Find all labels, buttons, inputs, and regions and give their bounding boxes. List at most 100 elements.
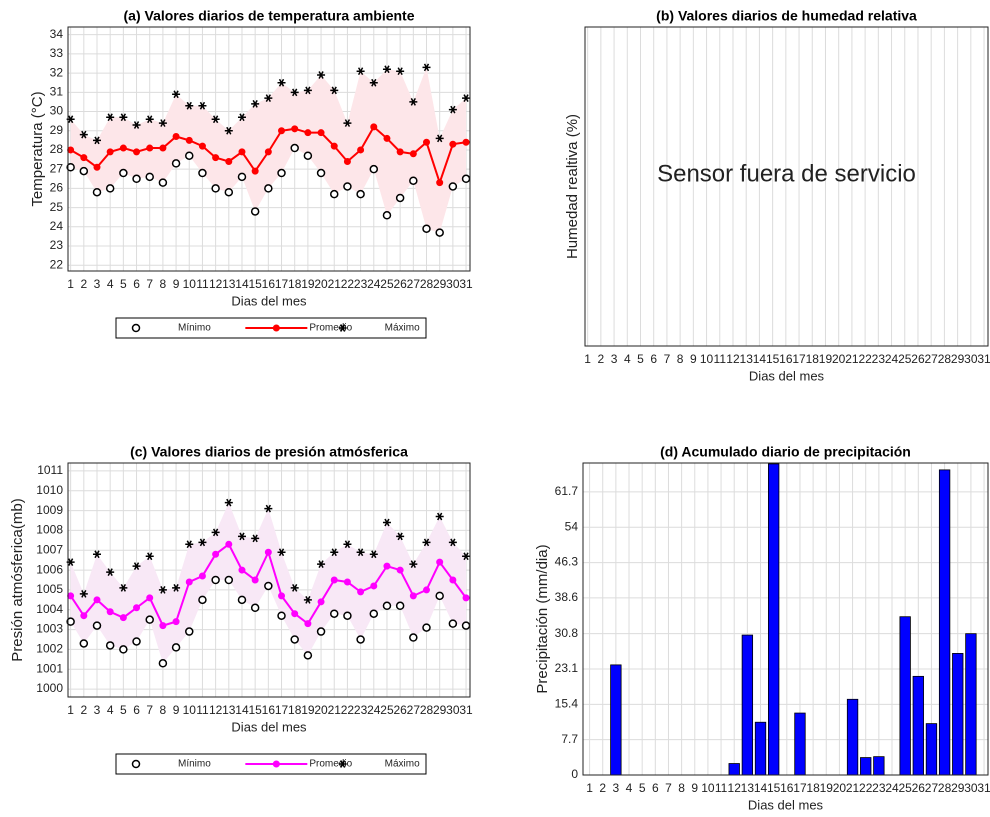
marker [396, 67, 405, 76]
marker [448, 619, 458, 628]
x-tick-label: 13 [222, 703, 236, 717]
x-tick-label: 25 [380, 277, 394, 291]
marker [211, 115, 220, 124]
marker [382, 211, 392, 220]
y-tick-label: 32 [50, 65, 64, 79]
x-tick-label: 15 [248, 703, 262, 717]
marker [330, 142, 338, 150]
marker [158, 586, 167, 594]
marker [316, 168, 326, 178]
marker [238, 148, 246, 156]
marker [436, 558, 444, 566]
marker [237, 113, 246, 122]
x-tick-label: 14 [754, 781, 768, 795]
marker [224, 126, 233, 135]
x-axis-label: Dias del mes [748, 797, 824, 812]
marker [159, 622, 167, 630]
marker [304, 129, 312, 137]
y-tick-label: 1005 [36, 582, 63, 596]
marker [461, 174, 471, 184]
marker [133, 148, 141, 156]
bar [860, 757, 872, 776]
x-tick-label: 26 [911, 352, 925, 366]
marker [133, 604, 141, 612]
x-tick-label: 9 [173, 703, 180, 717]
x-tick-label: 12 [209, 277, 223, 291]
marker [132, 637, 141, 646]
marker [395, 601, 405, 611]
x-tick-label: 25 [898, 781, 912, 795]
bar [925, 723, 938, 776]
x-tick-label: 25 [898, 352, 912, 366]
x-tick-label: 4 [107, 277, 114, 291]
marker [278, 127, 286, 135]
marker [92, 136, 101, 145]
marker [462, 94, 471, 102]
marker [224, 187, 234, 197]
x-tick-label: 24 [367, 703, 381, 717]
marker [277, 548, 286, 557]
x-tick-label: 17 [793, 781, 807, 795]
subplot: 1 2 3 4 5 6 7 8 9 10 11 12 13 14 15 16 17 18 19 20 21 22 23 24 2… [29, 8, 473, 339]
x-tick-label: 31 [459, 277, 473, 291]
y-tick-label: 23 [50, 238, 64, 252]
x-tick-label: 16 [780, 781, 794, 795]
marker [422, 63, 431, 72]
marker [356, 189, 365, 199]
legend-marker [131, 323, 141, 333]
marker [80, 612, 88, 620]
x-tick-label: 28 [420, 703, 434, 717]
x-tick-label: 26 [393, 703, 407, 717]
marker [67, 146, 75, 154]
marker [303, 86, 312, 95]
axes-frame [67, 26, 471, 272]
y-tick-label: 27 [50, 161, 64, 175]
marker [277, 168, 286, 178]
marker [369, 78, 378, 87]
marker [66, 617, 75, 626]
marker [79, 130, 88, 139]
x-axis-label: Dias del mes [231, 293, 307, 308]
x-tick-label: 3 [94, 703, 101, 717]
x-tick-label: 26 [912, 781, 926, 795]
x-tick-label: 6 [133, 703, 140, 717]
marker [330, 576, 338, 584]
y-tick-label: 30 [50, 104, 64, 118]
x-tick-label: 28 [938, 781, 952, 795]
x-tick-label: 9 [691, 781, 698, 795]
x-axis-label: Dias del mes [231, 719, 307, 734]
marker [105, 641, 115, 650]
marker [198, 168, 207, 178]
marker [225, 157, 233, 165]
x-tick-label: 14 [235, 277, 249, 291]
x-tick-label: 24 [885, 352, 899, 366]
marker [211, 528, 220, 537]
marker [383, 134, 391, 142]
y-tick-label: 23.1 [555, 661, 579, 675]
marker [291, 610, 299, 618]
x-axis-label: Dias del mes [749, 368, 825, 383]
marker [250, 603, 260, 613]
marker [409, 176, 418, 185]
y-tick-label: 1000 [36, 681, 63, 695]
marker [172, 584, 181, 592]
marker [369, 164, 379, 174]
y-tick-label: 26 [50, 181, 64, 195]
marker [93, 596, 101, 604]
x-tick-label: 7 [665, 781, 672, 795]
marker [251, 99, 260, 108]
x-tick-label: 10 [701, 781, 715, 795]
marker [66, 163, 75, 172]
x-tick-label: 24 [885, 781, 899, 795]
x-tick-label: 29 [433, 277, 447, 291]
legend-label: Promedio [309, 759, 352, 770]
legend-marker [338, 324, 347, 332]
y-tick-label: 24 [50, 219, 64, 233]
x-tick-label: 26 [393, 277, 407, 291]
x-tick-label: 3 [94, 277, 101, 291]
x-tick-label: 31 [459, 703, 473, 717]
bar [952, 653, 964, 776]
y-tick-label: 46.3 [555, 555, 579, 569]
marker [119, 168, 128, 178]
y-tick-label: 1006 [36, 562, 63, 576]
